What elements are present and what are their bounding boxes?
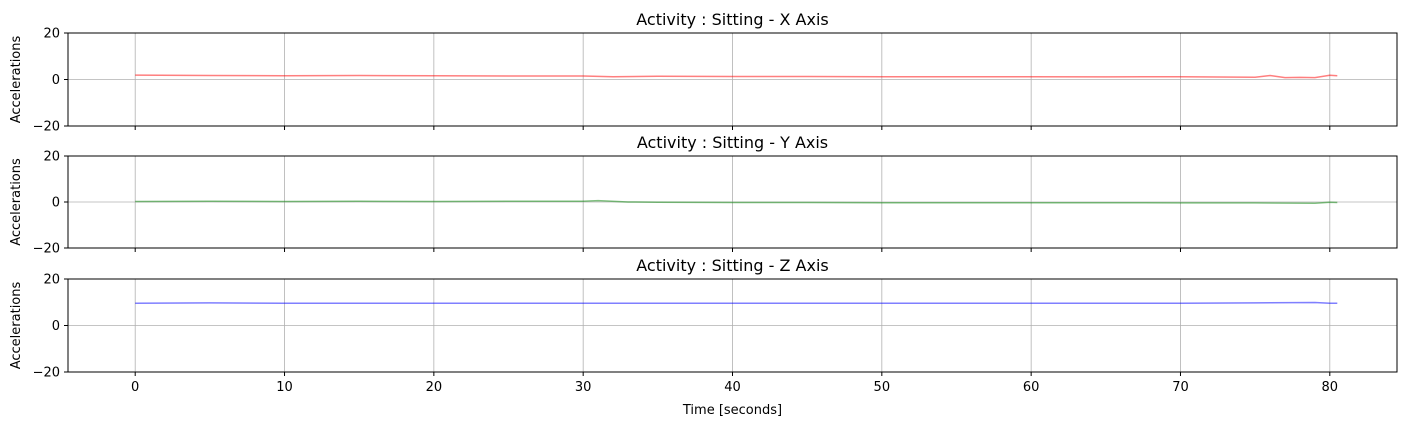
subplot-3: 0 10 20 30 40 50 60 70 80 −20 0 20 Activity : Sittin… — [9, 256, 1398, 418]
subplot-title: Activity : Sitting - Z Axis — [636, 256, 828, 275]
y-tick-label: −20 — [33, 242, 60, 257]
series-line — [135, 301, 1338, 304]
y-tick-label: 20 — [43, 27, 60, 42]
y-tick-label: −20 — [33, 120, 60, 135]
y-tick-label: 20 — [43, 150, 60, 165]
x-tick-label: 30 — [575, 380, 592, 395]
x-tick-label: 70 — [1172, 380, 1189, 395]
y-axis-label: Accelerations — [9, 158, 24, 246]
x-tick-label: 0 — [131, 380, 139, 395]
y-axis-label: Accelerations — [9, 282, 24, 370]
subplot-1: −20 0 20 Activity : Sitting - X Axis Acceler… — [9, 10, 1398, 135]
series-line — [135, 74, 1338, 79]
x-axis-label: Time [seconds] — [682, 403, 782, 418]
subplot-title: Activity : Sitting - X Axis — [636, 10, 828, 29]
subplot-title: Activity : Sitting - Y Axis — [637, 133, 828, 152]
y-tick-label: −20 — [33, 366, 60, 381]
x-tick-label: 10 — [276, 380, 293, 395]
x-tick-label: 40 — [724, 380, 741, 395]
y-tick-label: 0 — [52, 73, 60, 88]
y-tick-label: 20 — [43, 273, 60, 288]
subplot-2: −20 0 20 Activity : Sitting - Y Axis Acceler… — [9, 133, 1398, 257]
x-tick-label: 60 — [1023, 380, 1040, 395]
x-tick-label: 50 — [874, 380, 891, 395]
y-tick-label: 0 — [52, 196, 60, 211]
x-tick-label: 20 — [426, 380, 443, 395]
y-tick-label: 0 — [52, 319, 60, 334]
series-line — [135, 199, 1338, 204]
y-axis-label: Accelerations — [9, 36, 24, 124]
x-tick-label: 80 — [1322, 380, 1339, 395]
